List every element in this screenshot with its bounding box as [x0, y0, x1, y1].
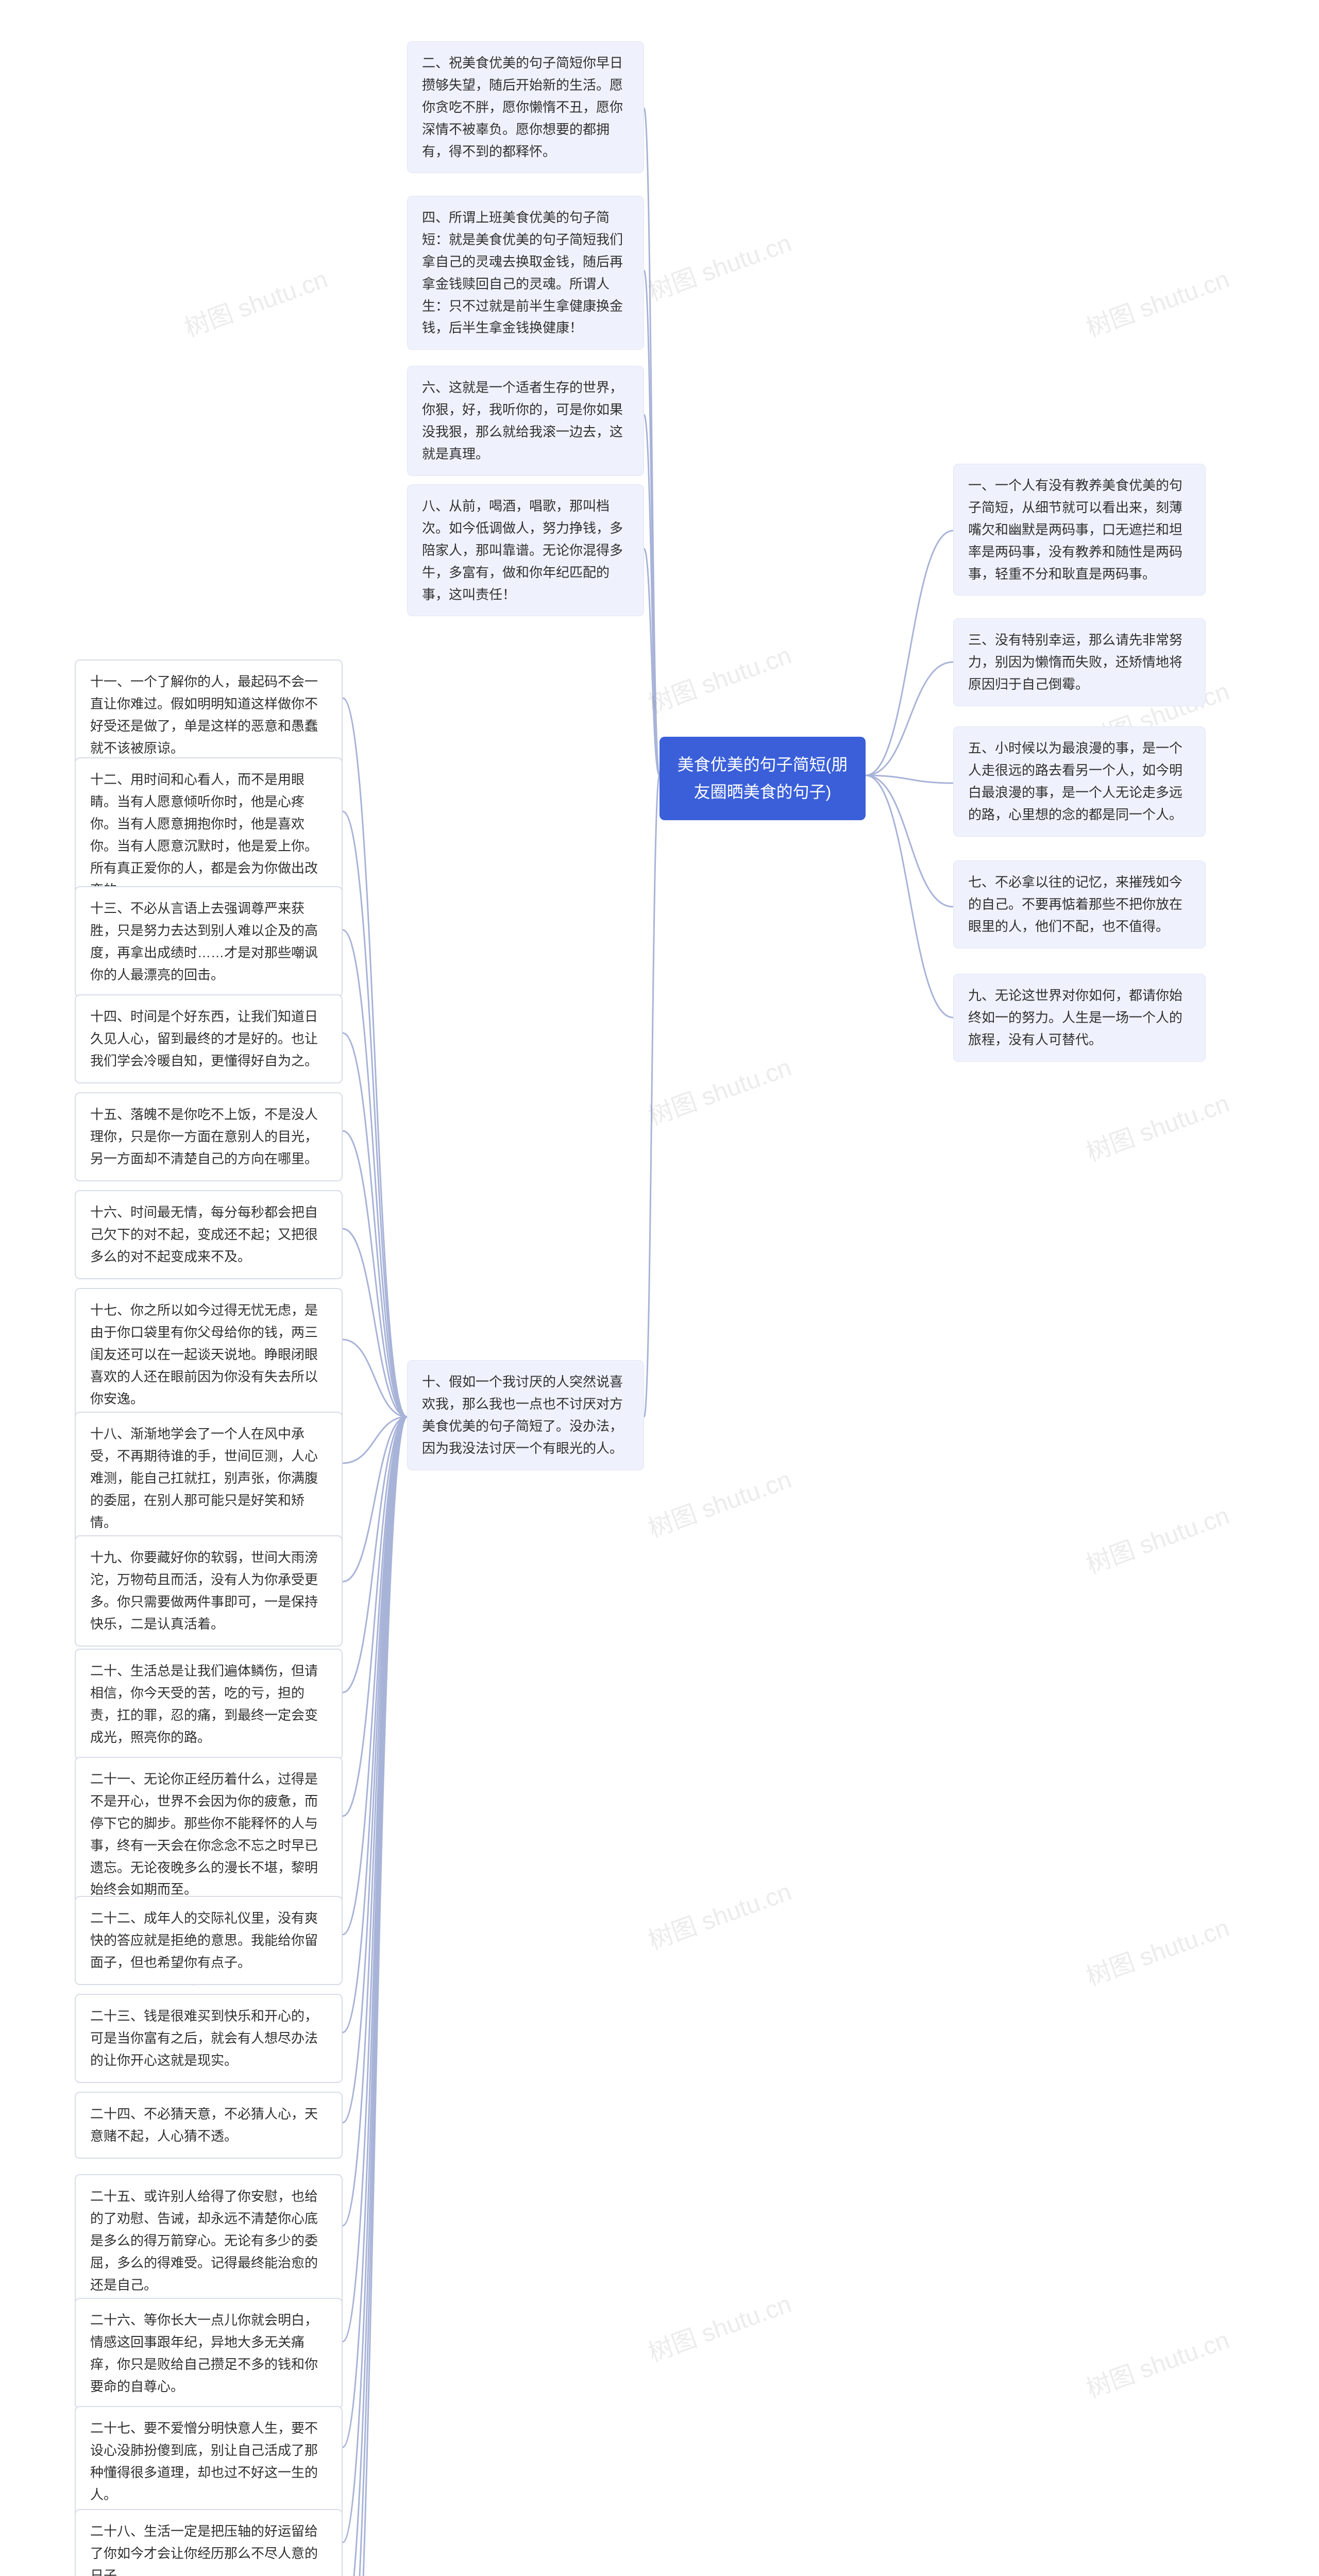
- grandchild-node: 二十八、生活一定是把压轴的好运留给了你如今才会让你经历那么不尽人意的日子。: [75, 2509, 343, 2576]
- grandchild-node: 二十一、无论你正经历着什么，过得是不是开心，世界不会因为你的疲惫，而停下它的脚步…: [75, 1757, 343, 1912]
- right-child-node-text: 五、小时候以为最浪漫的事，是一个人走很远的路去看另一个人，如今明白最浪漫的事，是…: [968, 740, 1182, 822]
- left-child-node: 十、假如一个我讨厌的人突然说喜欢我，那么我也一点也不讨厌对方美食优美的句子简短了…: [407, 1360, 644, 1470]
- right-child-node: 三、没有特别幸运，那么请先非常努力，别因为懒惰而失败，还矫情地将原因归于自己倒霉…: [953, 618, 1206, 706]
- right-child-node: 九、无论这世界对你如何，都请你始终如一的努力。人生是一场一个人的旅程，没有人可替…: [953, 974, 1206, 1062]
- left-child-node-text: 二、祝美食优美的句子简短你早日攒够失望，随后开始新的生活。愿你贪吃不胖，愿你懒惰…: [422, 55, 623, 159]
- right-child-node: 五、小时候以为最浪漫的事，是一个人走很远的路去看另一个人，如今明白最浪漫的事，是…: [953, 726, 1206, 837]
- grandchild-node: 十四、时间是个好东西，让我们知道日久见人心，留到最终的才是好的。也让我们学会冷暖…: [75, 994, 343, 1083]
- grandchild-node-text: 十七、你之所以如今过得无忧无虑，是由于你口袋里有你父母给你的钱，两三闺友还可以在…: [90, 1302, 318, 1406]
- grandchild-node: 十六、时间最无情，每分每秒都会把自己欠下的对不起，变成还不起；又把很多么的对不起…: [75, 1190, 343, 1279]
- grandchild-node-text: 二十七、要不爱憎分明快意人生，要不设心没肺扮傻到底，别让自己活成了那种懂得很多道…: [90, 2420, 318, 2502]
- grandchild-node-text: 二十、生活总是让我们遍体鳞伤，但请相信，你今天受的苦，吃的亏，担的责，扛的罪，忍…: [90, 1663, 318, 1745]
- grandchild-node-text: 二十八、生活一定是把压轴的好运留给了你如今才会让你经历那么不尽人意的日子。: [90, 2523, 318, 2576]
- grandchild-node-text: 十二、用时间和心看人，而不是用眼睛。当有人愿意倾听你时，他是心疼你。当有人愿意拥…: [90, 772, 318, 897]
- grandchild-node: 二十七、要不爱憎分明快意人生，要不设心没肺扮傻到底，别让自己活成了那种懂得很多道…: [75, 2406, 343, 2517]
- grandchild-node: 十八、渐渐地学会了一个人在风中承受，不再期待谁的手，世间叵测，人心难测，能自己扛…: [75, 1412, 343, 1545]
- grandchild-node-text: 十九、你要藏好你的软弱，世间大雨滂沱，万物苟且而活，没有人为你承受更多。你只需要…: [90, 1550, 318, 1632]
- grandchild-node-text: 十一、一个了解你的人，最起码不会一直让你难过。假如明明知道这样做你不好受还是做了…: [90, 674, 318, 756]
- grandchild-node: 二十、生活总是让我们遍体鳞伤，但请相信，你今天受的苦，吃的亏，担的责，扛的罪，忍…: [75, 1649, 343, 1760]
- root-label: 美食优美的句子简短(朋友圈晒美食的句子): [678, 755, 848, 801]
- grandchild-node-text: 十六、时间最无情，每分每秒都会把自己欠下的对不起，变成还不起；又把很多么的对不起…: [90, 1205, 318, 1264]
- grandchild-node: 二十三、钱是很难买到快乐和开心的，可是当你富有之后，就会有人想尽办法的让你开心这…: [75, 1994, 343, 2083]
- left-child-node: 八、从前，喝酒，唱歌，那叫档次。如今低调做人，努力挣钱，多陪家人，那叫靠谱。无论…: [407, 484, 644, 616]
- grandchild-node: 十三、不必从言语上去强调尊严来获胜，只是努力去达到别人难以企及的高度，再拿出成绩…: [75, 886, 343, 997]
- grandchild-node-text: 二十三、钱是很难买到快乐和开心的，可是当你富有之后，就会有人想尽办法的让你开心这…: [90, 2008, 318, 2068]
- grandchild-node: 二十四、不必猜天意，不必猜人心，天意赌不起，人心猜不透。: [75, 2092, 343, 2159]
- right-child-node: 七、不必拿以往的记忆，来摧残如今的自己。不要再惦着那些不把你放在眼里的人，他们不…: [953, 860, 1206, 948]
- grandchild-node: 十七、你之所以如今过得无忧无虑，是由于你口袋里有你父母给你的钱，两三闺友还可以在…: [75, 1288, 343, 1421]
- right-child-node-text: 七、不必拿以往的记忆，来摧残如今的自己。不要再惦着那些不把你放在眼里的人，他们不…: [968, 874, 1182, 934]
- right-child-node-text: 一、一个人有没有教养美食优美的句子简短，从细节就可以看出来，刻薄嘴欠和幽默是两码…: [968, 478, 1182, 582]
- grandchild-node: 十五、落魄不是你吃不上饭，不是没人理你，只是你一方面在意别人的目光，另一方面却不…: [75, 1092, 343, 1181]
- mindmap-container: 美食优美的句子简短(朋友圈晒美食的句子) 一、一个人有没有教养美食优美的句子简短…: [0, 0, 1319, 2576]
- right-child-node-text: 九、无论这世界对你如何，都请你始终如一的努力。人生是一场一个人的旅程，没有人可替…: [968, 988, 1182, 1047]
- right-child-node-text: 三、没有特别幸运，那么请先非常努力，别因为懒惰而失败，还矫情地将原因归于自己倒霉…: [968, 632, 1182, 692]
- grandchild-node-text: 二十二、成年人的交际礼仪里，没有爽快的答应就是拒绝的意思。我能给你留面子，但也希…: [90, 1910, 318, 1970]
- left-child-node: 四、所谓上班美食优美的句子简短：就是美食优美的句子简短我们拿自己的灵魂去换取金钱…: [407, 196, 644, 350]
- left-child-node: 二、祝美食优美的句子简短你早日攒够失望，随后开始新的生活。愿你贪吃不胖，愿你懒惰…: [407, 41, 644, 173]
- left-child-node-text: 六、这就是一个适者生存的世界，你狠，好，我听你的，可是你如果没我狠，那么就给我滚…: [422, 380, 623, 462]
- grandchild-node-text: 十五、落魄不是你吃不上饭，不是没人理你，只是你一方面在意别人的目光，另一方面却不…: [90, 1107, 318, 1166]
- grandchild-node: 二十五、或许别人给得了你安慰，也给的了劝慰、告诫，却永远不清楚你心底是多么的得万…: [75, 2174, 343, 2307]
- grandchild-node-text: 二十五、或许别人给得了你安慰，也给的了劝慰、告诫，却永远不清楚你心底是多么的得万…: [90, 2189, 318, 2293]
- left-child-node: 六、这就是一个适者生存的世界，你狠，好，我听你的，可是你如果没我狠，那么就给我滚…: [407, 366, 644, 476]
- grandchild-node-text: 二十六、等你长大一点儿你就会明白，情感这回事跟年纪，异地大多无关痛痒，你只是败给…: [90, 2312, 318, 2394]
- grandchild-node-text: 二十四、不必猜天意，不必猜人心，天意赌不起，人心猜不透。: [90, 2106, 318, 2144]
- grandchild-node-text: 十四、时间是个好东西，让我们知道日久见人心，留到最终的才是好的。也让我们学会冷暖…: [90, 1009, 318, 1069]
- left-child-node-text: 八、从前，喝酒，唱歌，那叫档次。如今低调做人，努力挣钱，多陪家人，那叫靠谱。无论…: [422, 498, 623, 602]
- left-child-node-text: 四、所谓上班美食优美的句子简短：就是美食优美的句子简短我们拿自己的灵魂去换取金钱…: [422, 210, 623, 335]
- grandchild-node: 二十二、成年人的交际礼仪里，没有爽快的答应就是拒绝的意思。我能给你留面子，但也希…: [75, 1896, 343, 1985]
- grandchild-node-text: 十三、不必从言语上去强调尊严来获胜，只是努力去达到别人难以企及的高度，再拿出成绩…: [90, 901, 318, 982]
- grandchild-node-text: 十八、渐渐地学会了一个人在风中承受，不再期待谁的手，世间叵测，人心难测，能自己扛…: [90, 1426, 318, 1530]
- grandchild-node-text: 二十一、无论你正经历着什么，过得是不是开心，世界不会因为你的疲惫，而停下它的脚步…: [90, 1771, 318, 1897]
- right-child-node: 一、一个人有没有教养美食优美的句子简短，从细节就可以看出来，刻薄嘴欠和幽默是两码…: [953, 464, 1206, 596]
- grandchild-node: 十一、一个了解你的人，最起码不会一直让你难过。假如明明知道这样做你不好受还是做了…: [75, 659, 343, 771]
- grandchild-node: 十九、你要藏好你的软弱，世间大雨滂沱，万物苟且而活，没有人为你承受更多。你只需要…: [75, 1535, 343, 1647]
- left-child-node-text: 十、假如一个我讨厌的人突然说喜欢我，那么我也一点也不讨厌对方美食优美的句子简短了…: [422, 1374, 623, 1456]
- grandchild-node: 二十六、等你长大一点儿你就会明白，情感这回事跟年纪，异地大多无关痛痒，你只是败给…: [75, 2298, 343, 2409]
- root-node: 美食优美的句子简短(朋友圈晒美食的句子): [660, 737, 866, 820]
